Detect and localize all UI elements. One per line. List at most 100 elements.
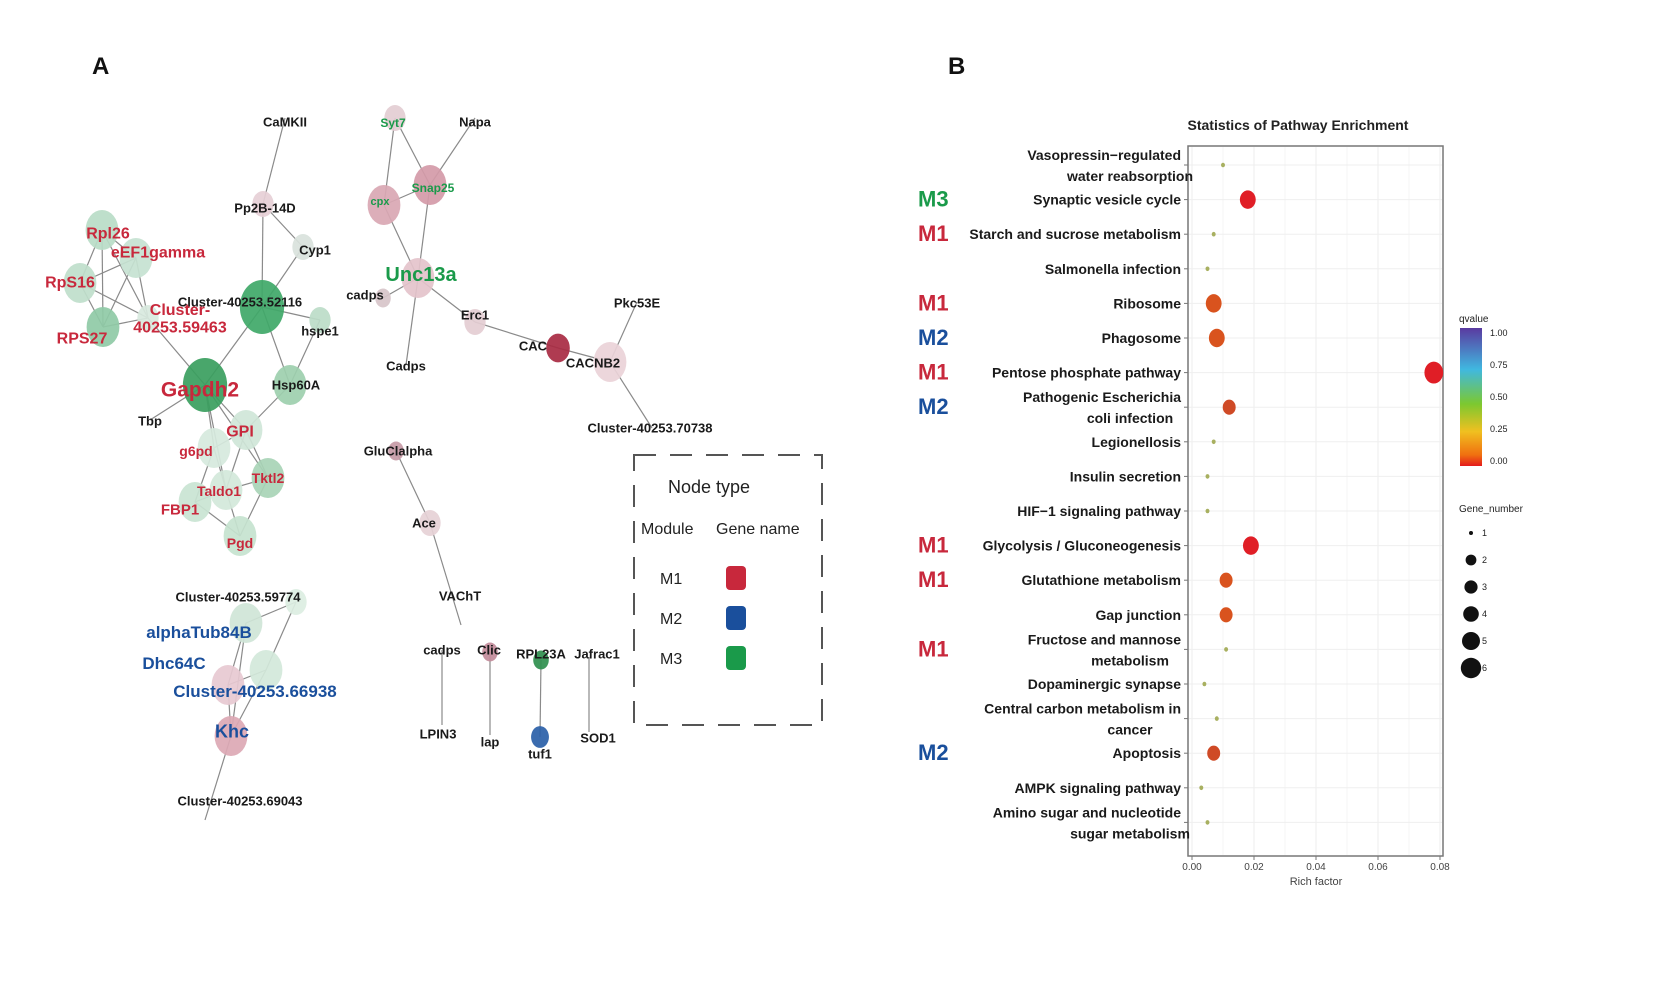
node-label: RPL23A	[516, 647, 566, 662]
legend-module-label: M1	[660, 571, 682, 588]
legend-color-swatch	[726, 566, 746, 590]
node-type-legend: Node type Module Gene name M1 M2 M3	[633, 454, 823, 726]
network-edges	[79, 117, 653, 821]
legend-col-module: Module	[641, 521, 694, 538]
node-label: Snap25	[412, 181, 455, 195]
node-label: Dhc64C	[142, 654, 205, 673]
node-label: Syt7	[380, 116, 406, 130]
module-tag: M2	[918, 394, 949, 419]
qvalue-tick-label: 0.25	[1490, 424, 1508, 434]
y-tick-label: Glutathione metabolism	[1022, 572, 1181, 588]
data-point	[1239, 190, 1256, 209]
network-node	[413, 165, 447, 205]
node-label: Pgd	[227, 535, 253, 551]
network-node	[292, 234, 314, 260]
y-tick-label: AMPK signaling pathway	[1015, 780, 1182, 796]
network-node	[229, 410, 263, 450]
node-label: tuf1	[528, 747, 552, 762]
node-label: RpS16	[45, 275, 95, 292]
y-tick-label: Apoptosis	[1113, 745, 1182, 761]
node-label: Cluster-40253.59774	[175, 590, 301, 605]
data-point	[1205, 474, 1210, 479]
data-point	[1202, 681, 1207, 687]
node-label: Cluster-40253.66938	[173, 682, 337, 701]
gene-number-legend-label: 3	[1482, 582, 1487, 592]
node-label: Cluster-40253.59463	[133, 302, 227, 337]
legend-module-label: M3	[660, 651, 682, 668]
network-node	[249, 650, 283, 690]
network-node	[482, 642, 498, 662]
network-edge	[474, 321, 559, 349]
node-label: LPIN3	[420, 727, 457, 742]
y-tick-label: Vasopressin−regulated water reabsorption	[1027, 147, 1193, 184]
node-label: g6pd	[179, 443, 212, 459]
network-node	[375, 288, 391, 308]
node-label: Cyp1	[299, 243, 331, 258]
network-node	[229, 603, 263, 643]
network-node	[367, 185, 401, 225]
node-label: VAChT	[439, 589, 481, 604]
y-tick-label: Phagosome	[1102, 330, 1182, 346]
gene-number-legend-label: 4	[1482, 609, 1487, 619]
y-tick-label: Insulin secretion	[1070, 468, 1181, 484]
gene-number-legend-dot	[1460, 657, 1482, 679]
data-point	[1224, 647, 1229, 652]
data-point	[1205, 508, 1210, 514]
data-point	[1222, 399, 1236, 415]
y-tick-label: Glycolysis / Gluconeogenesis	[983, 538, 1182, 554]
node-label: GPI	[226, 424, 254, 441]
y-tick-label: Salmonella infection	[1045, 261, 1181, 277]
node-label: hspe1	[301, 324, 339, 339]
module-tag: M2	[918, 325, 949, 350]
data-point	[1221, 162, 1225, 168]
data-point	[1205, 266, 1210, 272]
y-tick-label: Pathogenic Escherichia coli infection	[1023, 389, 1181, 426]
node-label: alphaTub84B	[146, 623, 251, 642]
node-label: Gapdh2	[161, 378, 239, 401]
network-node	[137, 305, 159, 331]
legend-color-swatch	[726, 646, 746, 670]
node-label: Rpl26	[86, 226, 130, 243]
node-label: cadps	[423, 643, 461, 658]
node-label: Cluster-40253.69043	[177, 794, 302, 809]
network-node	[239, 280, 285, 334]
node-label: eEF1gamma	[111, 245, 205, 262]
network-node	[419, 510, 441, 536]
network-node	[533, 650, 549, 670]
network-node	[273, 365, 307, 405]
node-label: Tbp	[138, 414, 162, 429]
data-point	[1219, 572, 1233, 588]
data-point	[1219, 607, 1233, 623]
network-node	[546, 333, 570, 363]
qvalue-colorbar	[1460, 328, 1482, 466]
network-node	[214, 716, 248, 756]
node-label: Unc13a	[385, 264, 457, 286]
node-label: CAC	[519, 339, 548, 354]
gene-number-legend-label: 1	[1482, 528, 1487, 538]
network-node	[178, 482, 212, 522]
y-tick-label: HIF−1 signaling pathway	[1017, 503, 1181, 519]
node-label: Ace	[412, 516, 436, 531]
gene-number-legend-label: 6	[1482, 663, 1487, 673]
data-point	[1199, 785, 1204, 791]
module-tag: M1	[918, 221, 949, 246]
data-point	[1205, 820, 1210, 825]
network-nodes	[63, 105, 627, 756]
y-tick-label: Amino sugar and nucleotide sugar metaboli…	[993, 804, 1190, 841]
y-tick-label: Gap junction	[1095, 607, 1181, 623]
x-tick-label: 0.08	[1430, 862, 1450, 873]
network-node	[531, 726, 549, 748]
network-node	[252, 191, 274, 217]
module-tag: M2	[918, 740, 949, 765]
module-tag: M1	[918, 567, 949, 592]
network-node	[593, 342, 627, 382]
legend-col-gene: Gene name	[716, 521, 800, 538]
pathway-enrichment-chart: Statistics of Pathway Enrichment Vasopre…	[918, 117, 1524, 888]
network-node	[384, 105, 406, 131]
data-point	[1207, 745, 1221, 761]
gene-number-legend-label: 2	[1482, 555, 1487, 565]
network-edge	[429, 522, 462, 626]
gene-number-legend-title: Gene_number	[1459, 504, 1524, 515]
module-tag: M3	[918, 187, 949, 212]
x-tick-label: 0.02	[1244, 862, 1264, 873]
